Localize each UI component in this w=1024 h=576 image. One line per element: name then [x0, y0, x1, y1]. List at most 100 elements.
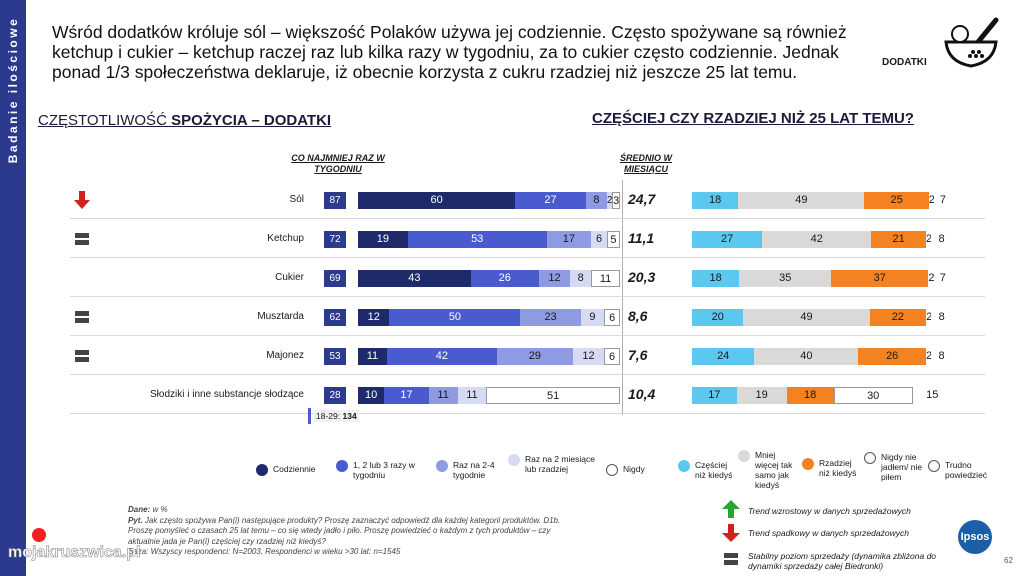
change-bar: 18 49 25 2 7	[692, 192, 952, 209]
bar-segment: 22	[869, 309, 927, 326]
legend-label: Częściej niż kiedyś	[695, 460, 733, 480]
bar-segment: 19	[358, 231, 408, 248]
left-title-light: CZĘSTOTLIWOŚĆ	[38, 112, 172, 129]
bar-segment: 12	[358, 309, 390, 326]
legend-swatch	[738, 450, 750, 462]
change-bar: 17 19 18 30 15	[692, 387, 952, 404]
trend-stable-icon	[724, 553, 738, 565]
legend-label: Rzadziej niż kiedyś	[819, 458, 857, 478]
legend-swatch	[928, 460, 940, 472]
notes-line3: Proszę pomyśleć o czasach 25 lat temu – …	[128, 526, 551, 535]
bar-segment: 35	[739, 270, 832, 287]
monthly-average: 20,3	[628, 269, 656, 285]
legend-label: Nigdy	[623, 464, 645, 474]
frequency-bar: 10 17 11 11 51	[358, 387, 620, 404]
notes-base: Baza: Wszyscy respondenci: N=2003, Respo…	[128, 547, 401, 556]
bar-segment: 17	[692, 387, 737, 404]
row-divider	[70, 413, 985, 414]
bar-segment: 6	[591, 231, 607, 248]
watermark: mojakruszwica.pl	[8, 544, 141, 562]
row-divider	[70, 296, 985, 297]
bar-segment: 25	[864, 192, 929, 209]
trend-up-icon	[722, 500, 740, 518]
legend-item: Rzadziej niż kiedyś	[802, 458, 862, 478]
bar-segment: 15	[912, 387, 952, 404]
legend-swatch	[802, 458, 814, 470]
bar-segment: 11	[358, 348, 387, 365]
left-chart-title: CZĘSTOTLIWOŚĆ SPOŻYCIA – DODATKI	[38, 112, 331, 129]
bar-segment: 12	[538, 270, 571, 287]
weekly-total: 62	[324, 309, 346, 326]
ladybug-icon	[32, 528, 46, 542]
monthly-average: 10,4	[628, 386, 656, 402]
monthly-average: 8,6	[628, 308, 648, 324]
trend-stable-icon	[75, 350, 89, 362]
sidebar: Badanie ilościowe	[0, 0, 26, 576]
bar-segment: 2	[925, 348, 932, 365]
bar-segment: 2	[926, 309, 932, 326]
legend-label: Mniej więcej tak samo jak kiedyś	[755, 450, 793, 490]
trend-down-legend: Trend spadkowy w danych sprzedażowych	[748, 528, 909, 538]
row-label: Cukier	[275, 272, 304, 283]
bar-segment: 2	[928, 270, 934, 287]
bar-segment: 60	[358, 192, 516, 209]
change-bar: 27 42 21 2 8	[692, 231, 952, 248]
subgroup-marker	[308, 408, 311, 424]
bar-segment: 8	[570, 270, 592, 287]
weekly-total: 53	[324, 348, 346, 365]
row-divider	[70, 218, 985, 219]
frequency-bar: 12 50 23 9 6	[358, 309, 620, 326]
monthly-average: 11,1	[628, 230, 655, 246]
row-divider	[70, 374, 985, 375]
bar-segment: 12	[572, 348, 605, 365]
bar-segment: 27	[515, 192, 586, 209]
bar-segment: 11	[591, 270, 620, 287]
bar-segment: 10	[358, 387, 385, 404]
bar-segment: 6	[604, 309, 620, 326]
legend-item: Codziennie	[256, 464, 336, 476]
mortar-pestle-icon	[944, 17, 999, 68]
bar-segment: 50	[389, 309, 521, 326]
legend-item: Trudno powiedzieć	[928, 460, 994, 480]
row-label: Słodziki i inne substancje słodzące	[150, 389, 304, 400]
bar-segment: 18	[786, 387, 834, 404]
bar-segment: 2	[925, 231, 932, 248]
weekly-total: 87	[324, 192, 346, 209]
bar-segment: 8	[931, 231, 952, 248]
legend-swatch	[864, 452, 876, 464]
weekly-total: 72	[324, 231, 346, 248]
bar-segment: 27	[692, 231, 763, 248]
legend-swatch	[336, 460, 348, 472]
sidebar-label: Badanie ilościowe	[6, 16, 20, 164]
col-header-weekly: CO NAJMNIEJ RAZ W TYGODNIU	[291, 153, 385, 174]
legend-label: Raz na 2 miesiące lub rzadziej	[525, 454, 595, 474]
bar-segment: 2	[606, 192, 612, 209]
change-bar: 24 40 26 2 8	[692, 348, 952, 365]
frequency-bar: 19 53 17 6 5	[358, 231, 620, 248]
col-header-avg: ŚREDNIO W MIESIĄCU	[619, 153, 672, 174]
frequency-bar: 11 42 29 12 6	[358, 348, 620, 365]
bar-segment: 49	[738, 192, 865, 209]
category-badge: DODATKI	[882, 57, 927, 68]
row-label: Musztarda	[257, 311, 304, 322]
notes-question: Jak często spożywa Pan(i) następujące pr…	[142, 515, 561, 525]
bar-segment: 51	[486, 387, 620, 404]
frequency-bar: 43 26 12 8 11	[358, 270, 620, 287]
bar-segment: 30	[833, 387, 913, 404]
row-label: Sól	[289, 194, 304, 205]
footnotes: Dane: w % Pyt. Jak często spożywa Pan(i)…	[128, 505, 688, 558]
bar-segment: 9	[580, 309, 605, 326]
left-title-bold: SPOŻYCIA – DODATKI	[171, 112, 332, 129]
bar-segment: 8	[931, 348, 952, 365]
row-label: Ketchup	[267, 233, 304, 244]
notes-line4: aktualnie jada je Pan(i) częściej czy rz…	[128, 536, 326, 546]
row-divider	[70, 335, 985, 336]
legend-label: 1, 2 lub 3 razy w tygodniu	[353, 460, 415, 480]
headline: Wśród dodatków króluje sól – większość P…	[52, 22, 847, 82]
bar-segment: 5	[606, 231, 620, 248]
bar-segment: 20	[692, 309, 744, 326]
legend-item: Raz na 2-4 tygodnie	[436, 460, 506, 480]
bar-segment: 21	[871, 231, 926, 248]
trend-down-icon	[722, 524, 740, 542]
legend-label: Codziennie	[273, 464, 316, 474]
